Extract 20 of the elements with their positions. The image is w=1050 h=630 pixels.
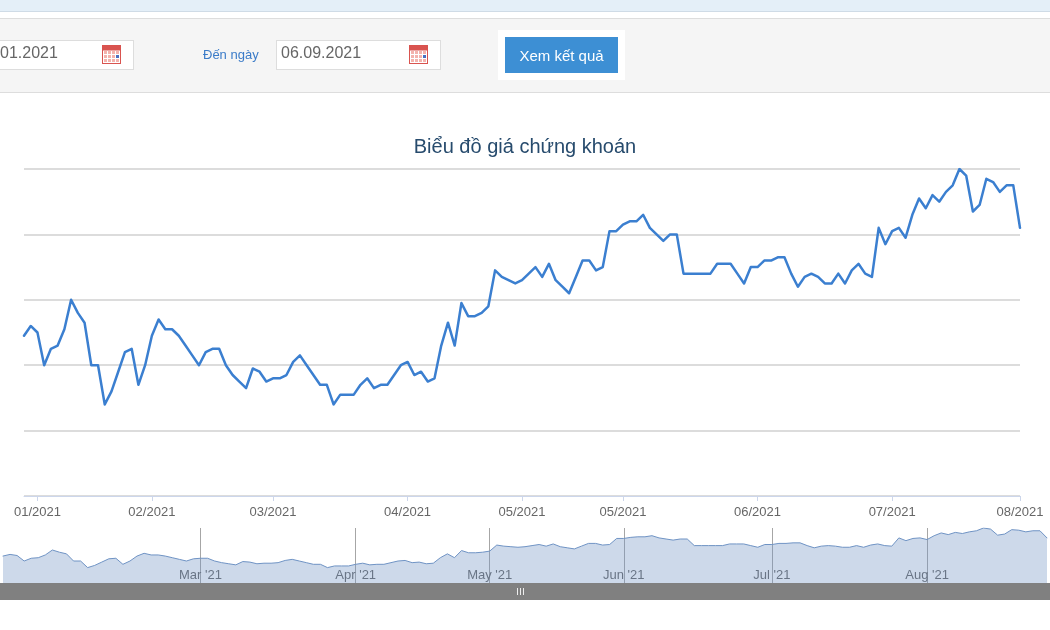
text: 06.09.2021	[281, 44, 362, 62]
x-tick-label: Jun '21	[603, 567, 645, 582]
text: Đến ngày	[203, 47, 259, 62]
x-tick-label: 05/2021	[599, 504, 647, 519]
x-tick-label: 04/2021	[384, 504, 432, 519]
x-tick-label: 07/2021	[868, 504, 916, 519]
chart-title: Biểu đồ giá chứng khoán	[413, 135, 637, 157]
x-tick-label: May '21	[467, 567, 513, 582]
x-tick-label: 05/2021	[498, 504, 546, 519]
x-tick-label: Aug '21	[905, 567, 949, 582]
submit-button: Xem kết quả	[505, 37, 618, 73]
text: 01.2021	[0, 44, 58, 62]
x-tick-label: 03/2021	[249, 504, 297, 519]
x-tick-label: 08/2021	[996, 504, 1044, 519]
x-tick-label: Apr '21	[335, 567, 377, 582]
x-tick-label: 01/2021	[13, 504, 61, 519]
x-tick-label: Jul '21	[753, 567, 791, 582]
x-tick-label: 02/2021	[128, 504, 176, 519]
x-tick-label: 06/2021	[734, 504, 782, 519]
x-tick-label: Mar '21	[179, 567, 222, 582]
